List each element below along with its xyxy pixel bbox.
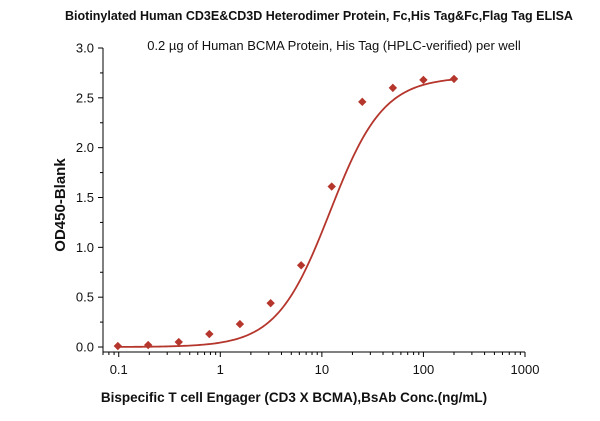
x-tick-label: 10 [315,362,329,377]
y-tick-label: 0.5 [76,290,94,305]
data-point [174,337,183,347]
data-points [113,74,459,351]
data-point [266,298,275,308]
data-point [113,341,123,351]
x-axis-label: Bispecific T cell Engager (CD3 X BCMA),B… [101,390,487,405]
chart-title: Biotinylated Human CD3E&CD3D Heterodimer… [65,9,573,23]
axis-ticks [98,47,526,357]
x-tick-label: 1000 [511,362,540,377]
data-point [296,261,306,270]
axis-tick-labels: 0.0 0.5 1.0 1.5 2.0 2.5 3.0 0.1 1 10 100 1000 [76,41,540,378]
y-tick-label: 0.0 [76,340,94,355]
data-point [143,340,153,350]
data-point [388,83,398,93]
data-point [358,97,367,107]
y-tick-label: 1.0 [76,240,94,255]
fit-curve [117,78,455,348]
x-tick-label: 1 [217,362,224,377]
axes [102,48,525,353]
y-tick-label: 3.0 [76,41,94,56]
chart-subtitle: 0.2 µg of Human BCMA Protein, His Tag (H… [147,38,521,53]
data-point [327,182,336,191]
x-tick-label: 100 [413,362,435,377]
y-tick-label: 2.0 [76,140,94,155]
data-point [449,74,459,84]
data-point [205,329,214,339]
data-point [235,319,245,329]
y-tick-label: 2.5 [76,90,94,105]
x-tick-label: 0.1 [110,362,128,377]
y-axis-label: OD450-Blank [52,158,69,252]
data-point [419,75,428,85]
y-tick-label: 1.5 [76,190,94,205]
